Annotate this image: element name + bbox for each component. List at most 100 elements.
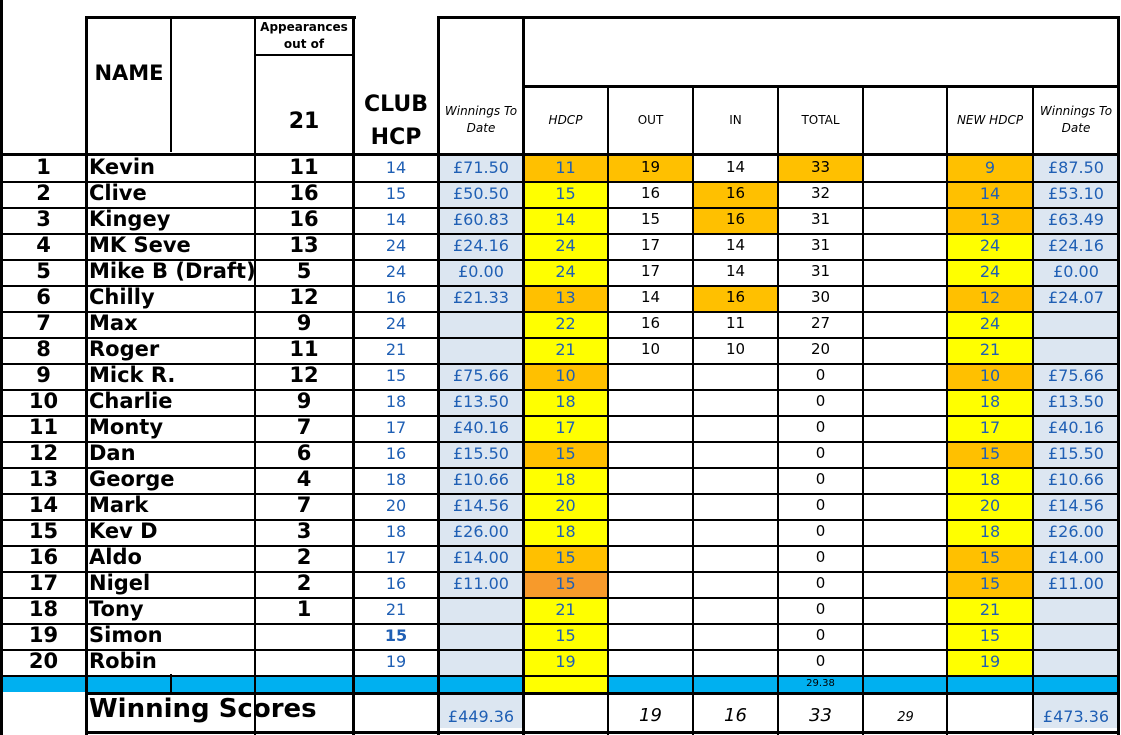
highlight-cell-bg [948, 546, 1032, 572]
cell-app: 11 [289, 337, 319, 361]
cell-new_hdcp: 9 [984, 157, 996, 177]
grid-vline [607, 86, 609, 735]
grid-hline [85, 731, 1120, 734]
header-new-hdcp: NEW HDCP [956, 112, 1024, 127]
grid-vline [85, 16, 88, 735]
grid-hline [85, 16, 356, 19]
winnings-cell-bg [1034, 286, 1118, 312]
cell-win: £26.00 [453, 521, 509, 541]
highlight-cell-bg [948, 650, 1032, 676]
cell-win [440, 596, 522, 622]
cell-app: 2 [296, 545, 312, 569]
average-row-bg [779, 676, 862, 692]
winnings-cell-bg [1034, 624, 1118, 650]
grid-vline [170, 16, 172, 152]
cell-name: Kingey [89, 207, 171, 231]
footer-total: 33 [809, 704, 832, 726]
cell-in [694, 544, 777, 570]
cell-out [609, 388, 692, 414]
cell-win2 [1034, 336, 1118, 362]
grid-hline [0, 285, 85, 287]
header-appearances-total: 21 [288, 108, 320, 134]
cell-name: MK Seve [89, 233, 191, 257]
cell-hdcp: 15 [555, 443, 576, 463]
cell-in: 16 [725, 184, 746, 202]
winnings-cell-bg [440, 624, 522, 650]
cell-win: £11.00 [453, 573, 509, 593]
grid-hline [0, 207, 85, 209]
highlight-cell-bg [524, 416, 607, 442]
cell-in [694, 648, 777, 674]
cell-win2: £11.00 [1048, 573, 1104, 593]
highlight-cell-bg [524, 598, 607, 624]
cell-name: Kevin [89, 155, 155, 179]
cell-total: 30 [810, 288, 831, 306]
cell-out [609, 622, 692, 648]
cell-num: 6 [36, 285, 51, 309]
grid-hline [85, 675, 1120, 677]
grid-vline [254, 16, 256, 735]
cell-club: 21 [385, 599, 407, 619]
highlight-cell-bg [694, 286, 777, 312]
average-total: 29.38 [806, 677, 835, 689]
cell-in [694, 518, 777, 544]
cell-total: 31 [810, 236, 831, 254]
header-name: NAME [94, 61, 164, 85]
winnings-cell-bg [440, 312, 522, 338]
cell-win [440, 648, 522, 674]
average-row-bg [2, 676, 85, 692]
cell-name: Tony [89, 597, 144, 621]
winnings-cell-bg [440, 390, 522, 416]
cell-new_hdcp: 13 [979, 209, 1001, 229]
winnings-cell-bg [1034, 598, 1118, 624]
cell-hdcp: 24 [555, 261, 576, 281]
cell-num: 12 [28, 441, 59, 465]
grid-hline [85, 259, 1120, 261]
cell-name: Simon [89, 623, 163, 647]
cell-new_hdcp: 20 [979, 495, 1001, 515]
cell-club: 18 [385, 521, 407, 541]
winnings-cell-bg [440, 572, 522, 598]
cell-out: 16 [640, 184, 661, 202]
grid-hline [0, 363, 85, 365]
grid-hline [0, 153, 1120, 156]
highlight-cell-bg [948, 156, 1032, 182]
cell-win: £10.66 [453, 469, 509, 489]
cell-club: 24 [385, 261, 407, 281]
highlight-cell-bg [524, 572, 607, 598]
highlight-cell-bg [948, 390, 1032, 416]
average-row-bg [1034, 676, 1118, 692]
cell-total: 0 [815, 470, 826, 488]
highlight-cell-bg [524, 208, 607, 234]
cell-num: 19 [28, 623, 59, 647]
grid-hline [85, 597, 1120, 599]
grid-vline [692, 86, 694, 735]
highlight-cell-bg [948, 572, 1032, 598]
cell-win: £13.50 [453, 391, 509, 411]
cell-hdcp: 15 [555, 573, 576, 593]
cell-out: 19 [640, 158, 661, 176]
highlight-cell-bg [948, 442, 1032, 468]
footer-extra: 29 [897, 709, 914, 725]
grid-hline [0, 467, 85, 469]
cell-num: 2 [36, 181, 51, 205]
cell-club: 17 [385, 547, 407, 567]
cell-hdcp: 10 [555, 365, 576, 385]
cell-num: 3 [36, 207, 51, 231]
winnings-cell-bg [440, 338, 522, 364]
winnings-cell-bg [1034, 338, 1118, 364]
cell-num: 5 [36, 259, 51, 283]
cell-app: 12 [289, 285, 319, 309]
highlight-cell-bg [948, 234, 1032, 260]
grid-hline [0, 259, 85, 261]
highlight-cell-bg [524, 442, 607, 468]
highlight-cell-bg [524, 650, 607, 676]
cell-total: 0 [815, 574, 826, 592]
cell-total: 31 [810, 262, 831, 280]
cell-win2 [1034, 310, 1118, 336]
highlight-cell-bg [524, 312, 607, 338]
footer-winnings: £449.36 [447, 706, 515, 726]
cell-hdcp: 18 [555, 469, 576, 489]
grid-hline [85, 337, 1120, 339]
highlight-cell-bg [524, 624, 607, 650]
